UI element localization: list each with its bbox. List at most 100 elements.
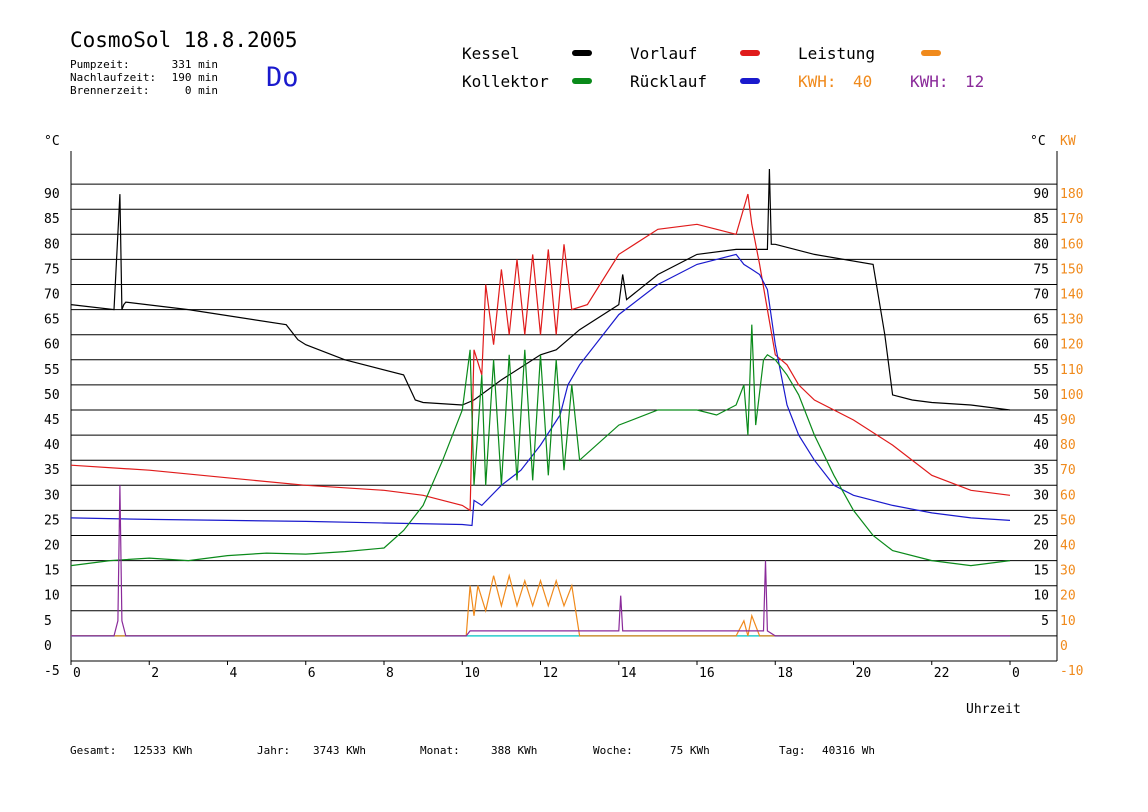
footer-tag-value: 40316 Wh: [822, 744, 875, 757]
x-axis-label: Uhrzeit: [966, 702, 1021, 717]
y-tick-label: 85: [44, 212, 60, 227]
y-tick-label: 50: [44, 388, 60, 403]
y-tick-label: 55: [44, 363, 60, 378]
y2-tick-label-c: 50: [1033, 388, 1049, 403]
y2-tick-label-kw: 70: [1060, 463, 1076, 478]
y2-tick-label-kw: 40: [1060, 539, 1076, 554]
legend-leistung-swatch: [921, 50, 941, 56]
footer-woche-label: Woche:: [593, 744, 633, 757]
y2-tick-label-c: 90: [1033, 187, 1049, 202]
footer-gesamt-value: 12533 KWh: [133, 744, 193, 757]
series-line-vorlauf: [70, 193, 1011, 512]
footer-monat-value: 388 KWh: [491, 744, 538, 757]
footer-tag-label: Tag:: [779, 744, 806, 757]
legend-kollektor-swatch: [572, 78, 592, 84]
y-tick-label: 25: [44, 513, 60, 528]
footer-monat-label: Monat:: [420, 744, 460, 757]
y-tick-label: 60: [44, 338, 60, 353]
brennerzeit-label: Brennerzeit:: [70, 84, 150, 97]
x-tick-label: 6: [308, 666, 316, 681]
x-tick-label: 14: [621, 666, 637, 681]
legend-ruecklauf-swatch: [740, 78, 760, 84]
x-tick-label: 0: [73, 666, 81, 681]
y-tick-label: 20: [44, 539, 60, 554]
y-tick-label: 45: [44, 413, 60, 428]
footer-jahr-label: Jahr:: [257, 744, 291, 757]
y2-tick-label-c: 10: [1033, 589, 1049, 604]
series-line-ruecklauf: [70, 253, 1011, 527]
y2-tick-label-c: 35: [1033, 463, 1049, 478]
footer-woche-value: 75 KWh: [670, 744, 710, 757]
x-tick-label: 0: [1012, 666, 1020, 681]
y2-tick-label-c: 75: [1033, 262, 1049, 277]
x-tick-label: 18: [777, 666, 793, 681]
y2-tick-label-kw: 80: [1060, 438, 1076, 453]
footer-jahr-value: 3743 KWh: [313, 744, 366, 757]
y2-tick-label-kw: 100: [1060, 388, 1083, 403]
y-tick-label: 15: [44, 564, 60, 579]
y2-tick-label-kw: 50: [1060, 513, 1076, 528]
y2-tick-label-c: 5: [1041, 614, 1049, 629]
y2-tick-label-kw: 180: [1060, 187, 1083, 202]
y2-tick-label-kw: 60: [1060, 488, 1076, 503]
y2-tick-label-kw: 110: [1060, 363, 1083, 378]
y2-tick-label-c: 25: [1033, 513, 1049, 528]
y2-tick-label-c: 55: [1033, 363, 1049, 378]
series-line-kessel: [70, 168, 1011, 411]
x-tick-label: 2: [151, 666, 159, 681]
y-tick-label: 80: [44, 237, 60, 252]
chart-title: CosmoSol 18.8.2005: [70, 28, 298, 52]
legend-kwh2-label: KWH:: [910, 72, 949, 91]
x-tick-label: 12: [543, 666, 559, 681]
footer-gesamt-label: Gesamt:: [70, 744, 117, 757]
legend-kwh1-label: KWH:: [798, 72, 837, 91]
y2-tick-label-c: 60: [1033, 338, 1049, 353]
y2-tick-label-c: 30: [1033, 488, 1049, 503]
y-tick-label: 90: [44, 187, 60, 202]
y-tick-label: 70: [44, 288, 60, 303]
y2-tick-label-kw: -10: [1060, 664, 1083, 679]
x-tick-label: 10: [464, 666, 480, 681]
y-tick-label: 30: [44, 488, 60, 503]
pumpzeit-label: Pumpzeit:: [70, 58, 130, 71]
series-line-sekundaer: [71, 485, 1010, 637]
nachlaufzeit-label: Nachlaufzeit:: [70, 71, 157, 84]
legend-kessel-swatch: [572, 50, 592, 56]
y2-tick-label-kw: 10: [1060, 614, 1076, 629]
legend-vorlauf-label: Vorlauf: [630, 44, 698, 63]
y2-tick-label-kw: 170: [1060, 212, 1083, 227]
legend-leistung-label: Leistung: [798, 44, 876, 63]
legend-kessel-label: Kessel: [462, 44, 520, 63]
x-tick-label: 22: [934, 666, 950, 681]
right-axis-unit-c: °C: [1030, 134, 1046, 149]
y2-tick-label-c: 40: [1033, 438, 1049, 453]
y2-tick-label-kw: 0: [1060, 639, 1068, 654]
legend-kwh1-value: 40: [853, 72, 873, 91]
left-axis-unit: °C: [44, 134, 60, 149]
y2-tick-label-kw: 140: [1060, 288, 1083, 303]
right-axis-unit-kw: KW: [1060, 134, 1076, 149]
series-line-leistung: [71, 573, 1010, 637]
y-tick-label: 5: [44, 614, 52, 629]
brennerzeit-value: 0 min: [184, 84, 218, 97]
y2-tick-label-c: 20: [1033, 539, 1049, 554]
y2-tick-label-c: 85: [1033, 212, 1049, 227]
y2-tick-label-c: 45: [1033, 413, 1049, 428]
y-tick-label: 75: [44, 262, 60, 277]
x-tick-label: 16: [699, 666, 715, 681]
legend-kwh2-value: 12: [965, 72, 985, 91]
y-tick-label: 0: [44, 639, 52, 654]
x-tick-label: 20: [856, 666, 872, 681]
y2-tick-label-kw: 30: [1060, 564, 1076, 579]
y-tick-label: 35: [44, 463, 60, 478]
weekday-label: Do: [266, 62, 299, 93]
pumpzeit-value: 331 min: [171, 58, 218, 71]
y-tick-label: 10: [44, 589, 60, 604]
y-tick-label: 65: [44, 313, 60, 328]
series-line-kollektor: [70, 324, 1011, 567]
y2-tick-label-c: 65: [1033, 313, 1049, 328]
y2-tick-label-kw: 130: [1060, 313, 1083, 328]
legend-kollektor-label: Kollektor: [462, 72, 549, 91]
legend-vorlauf-swatch: [740, 50, 760, 56]
